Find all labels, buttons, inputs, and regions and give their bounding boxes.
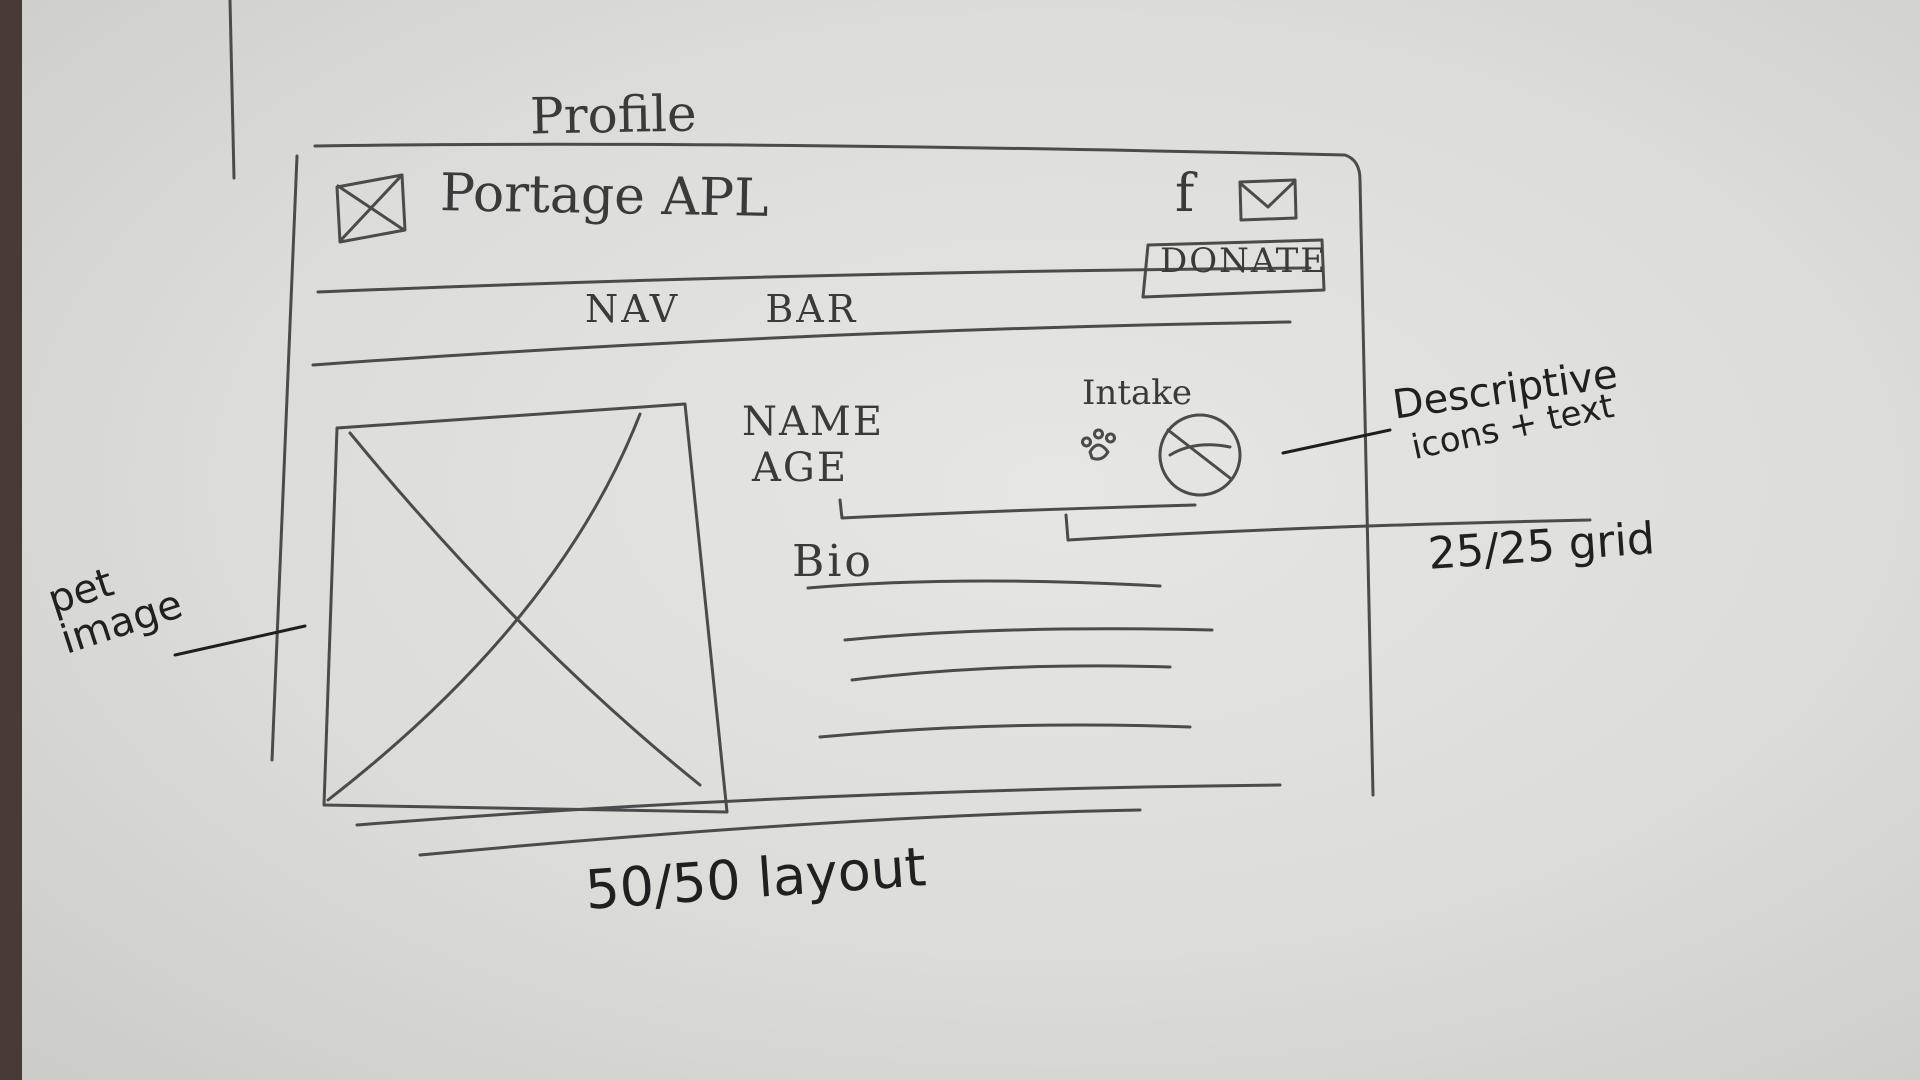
paw-icon: [1081, 428, 1116, 461]
bio-line-2: [843, 627, 1214, 642]
frame-bottom: [355, 783, 1282, 827]
descriptive-pointer: [1281, 428, 1392, 455]
image-placeholder-icon: [322, 402, 729, 814]
logo-placeholder-icon: [335, 173, 407, 244]
header-divider: [316, 266, 1312, 294]
brand-name: Portage APL: [439, 163, 770, 229]
grid-bracket: [1064, 513, 1592, 542]
pet-name: NAME: [742, 399, 885, 445]
intake-label: Intake: [1082, 373, 1192, 413]
bio-line-1: [806, 579, 1162, 590]
no-dog-icon: [1158, 413, 1242, 497]
bio-line-4: [818, 723, 1192, 739]
pet-age: AGE: [752, 445, 849, 491]
table-edge: [0, 0, 22, 1080]
bio-label: Bio: [792, 536, 874, 587]
bio-line-3: [850, 664, 1172, 682]
facebook-icon[interactable]: f: [1175, 164, 1195, 224]
nav-divider: [311, 320, 1292, 367]
frame-left: [270, 154, 299, 762]
frame-top: [313, 142, 1362, 182]
frame-right: [1358, 178, 1375, 797]
page-title: Profile: [529, 84, 698, 146]
mail-icon: [1238, 178, 1298, 222]
margin-line: [228, 0, 236, 180]
frame-bottom-2: [418, 808, 1142, 857]
donate-box: [1141, 238, 1326, 299]
nav-bar[interactable]: NAV BAR: [585, 287, 859, 331]
donate-button[interactable]: DONATE: [1160, 241, 1328, 281]
pet-image-pointer: [173, 624, 307, 657]
age-underline: [838, 498, 1197, 520]
